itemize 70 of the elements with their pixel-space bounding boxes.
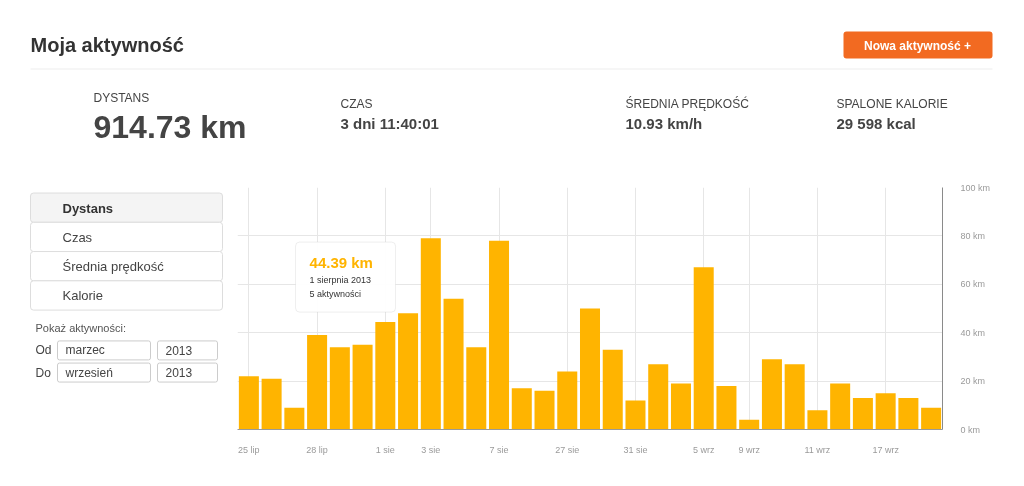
bar: [352, 344, 373, 430]
bar: [284, 407, 305, 430]
bar: [329, 347, 350, 430]
text: 2013: [165, 343, 193, 358]
y-tick-label: 100 km: [960, 182, 991, 193]
bar: [898, 398, 919, 430]
bar: [238, 376, 259, 430]
text: Kalorie: [62, 288, 103, 304]
x-tick-label: 11 wrz: [804, 444, 831, 455]
bar: [420, 238, 441, 430]
y-tick-label: 20 km: [960, 376, 986, 387]
text: Od: [35, 343, 52, 358]
bar: [807, 410, 828, 430]
bar: [534, 390, 555, 430]
bar: [511, 388, 532, 430]
annotation: 44.39 km 1 sierpnia 2013 5 aktywności: [309, 253, 373, 300]
text: marzec: [65, 343, 105, 358]
bar: [830, 383, 851, 430]
x-tick-label: 27 sie: [555, 444, 580, 455]
bar: [307, 335, 328, 430]
bar: [375, 322, 396, 430]
bar: [443, 298, 464, 430]
text: 914.73 km: [93, 108, 247, 145]
text: 2013: [165, 366, 193, 381]
text: Pokaż aktywności:: [35, 322, 126, 335]
bar: [852, 398, 873, 430]
text: Do: [35, 365, 52, 380]
x-tick-label: 7 sie: [489, 444, 509, 455]
bar: [875, 393, 896, 430]
bar: [670, 383, 691, 430]
x-tick-label: 5 wrz: [692, 444, 715, 455]
y-tick-label: 40 km: [960, 327, 986, 338]
text: DYSTANS: [93, 90, 150, 105]
x-tick-label: 3 sie: [421, 444, 441, 455]
bar: [466, 347, 487, 430]
bar: [761, 359, 782, 430]
bar: [625, 400, 646, 430]
y-tick-label: 60 km: [960, 279, 986, 290]
text: CZAS: [340, 96, 373, 111]
text: Nowa aktywność +: [863, 38, 972, 53]
bar: [716, 385, 737, 430]
bar: [784, 364, 805, 430]
text: Czas: [62, 229, 93, 245]
bar: [261, 378, 282, 430]
x-tick-label: 31 sie: [623, 444, 648, 455]
text: 10.93 km/h: [625, 115, 703, 132]
bar: [489, 240, 510, 430]
x-tick-label: 17 wrz: [872, 444, 900, 455]
y-tick-label: 0 km: [960, 424, 981, 435]
bar: [739, 419, 760, 430]
bar: [693, 267, 714, 430]
bar: [398, 313, 419, 430]
bar: [557, 371, 578, 430]
chart-title: Moja aktywność: [30, 33, 184, 56]
bar: [921, 407, 942, 430]
bar: [579, 308, 601, 430]
text: Dystans: [62, 200, 114, 216]
text: 3 dni 11:40:01: [340, 115, 439, 132]
x-tick-label: 28 lip: [306, 444, 328, 455]
text: SPALONE KALORIE: [836, 96, 948, 111]
bar: [648, 364, 669, 430]
x-tick-label: 1 sie: [375, 444, 395, 455]
text: ŚREDNIA PRĘDKOŚĆ: [625, 95, 750, 111]
y-tick-label: 80 km: [960, 230, 986, 241]
text: 29 598 kcal: [836, 115, 916, 132]
x-tick-label: 25 lip: [238, 444, 260, 455]
bar: [602, 349, 623, 430]
text: wrzesień: [64, 365, 113, 380]
x-tick-label: 9 wrz: [738, 444, 761, 455]
text: Średnia prędkość: [62, 259, 165, 275]
